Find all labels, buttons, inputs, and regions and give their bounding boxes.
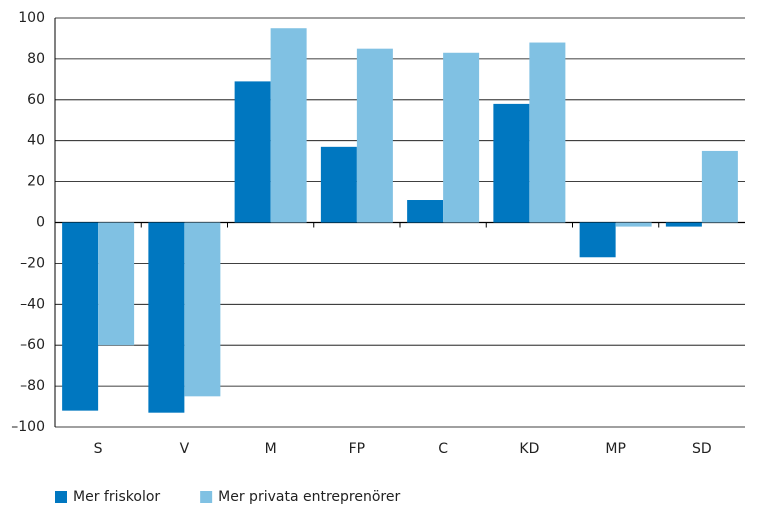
bar [579,222,616,258]
bar [356,48,393,223]
y-tick-label: –20 [20,255,45,271]
x-tick-label: S [94,441,103,457]
bar [701,150,738,223]
bar [148,222,185,413]
y-tick-label: –40 [20,296,45,312]
bar [407,200,444,223]
y-tick-label: 80 [27,51,45,67]
y-tick-label: 0 [36,215,45,231]
bar [443,52,480,223]
bar [234,81,271,223]
bar [98,222,135,346]
x-tick-label: SD [692,441,712,457]
y-tick-label: –60 [20,337,45,353]
y-tick-label: 20 [27,174,45,190]
legend-label: Mer friskolor [73,489,160,505]
y-tick-label: 100 [18,10,45,26]
bar [184,222,221,397]
bar [320,146,357,223]
bar [529,42,566,223]
x-tick-label: C [438,441,448,457]
x-tick-label: V [180,441,190,457]
y-tick-label: 60 [27,92,45,108]
legend-swatch [55,491,67,503]
bar [615,222,652,227]
x-tick-label: KD [519,441,539,457]
bar [665,222,702,227]
bar [493,103,530,223]
x-tick-label: MP [605,441,626,457]
bar [270,28,307,223]
y-tick-label: –80 [20,378,45,394]
x-tick-label: FP [349,441,366,457]
x-tick-label: M [265,441,277,457]
legend-swatch [200,491,213,503]
y-tick-label: 40 [27,133,45,149]
legend-label: Mer privata entreprenörer [218,489,400,505]
bar [62,222,99,411]
y-tick-label: –100 [11,419,45,435]
